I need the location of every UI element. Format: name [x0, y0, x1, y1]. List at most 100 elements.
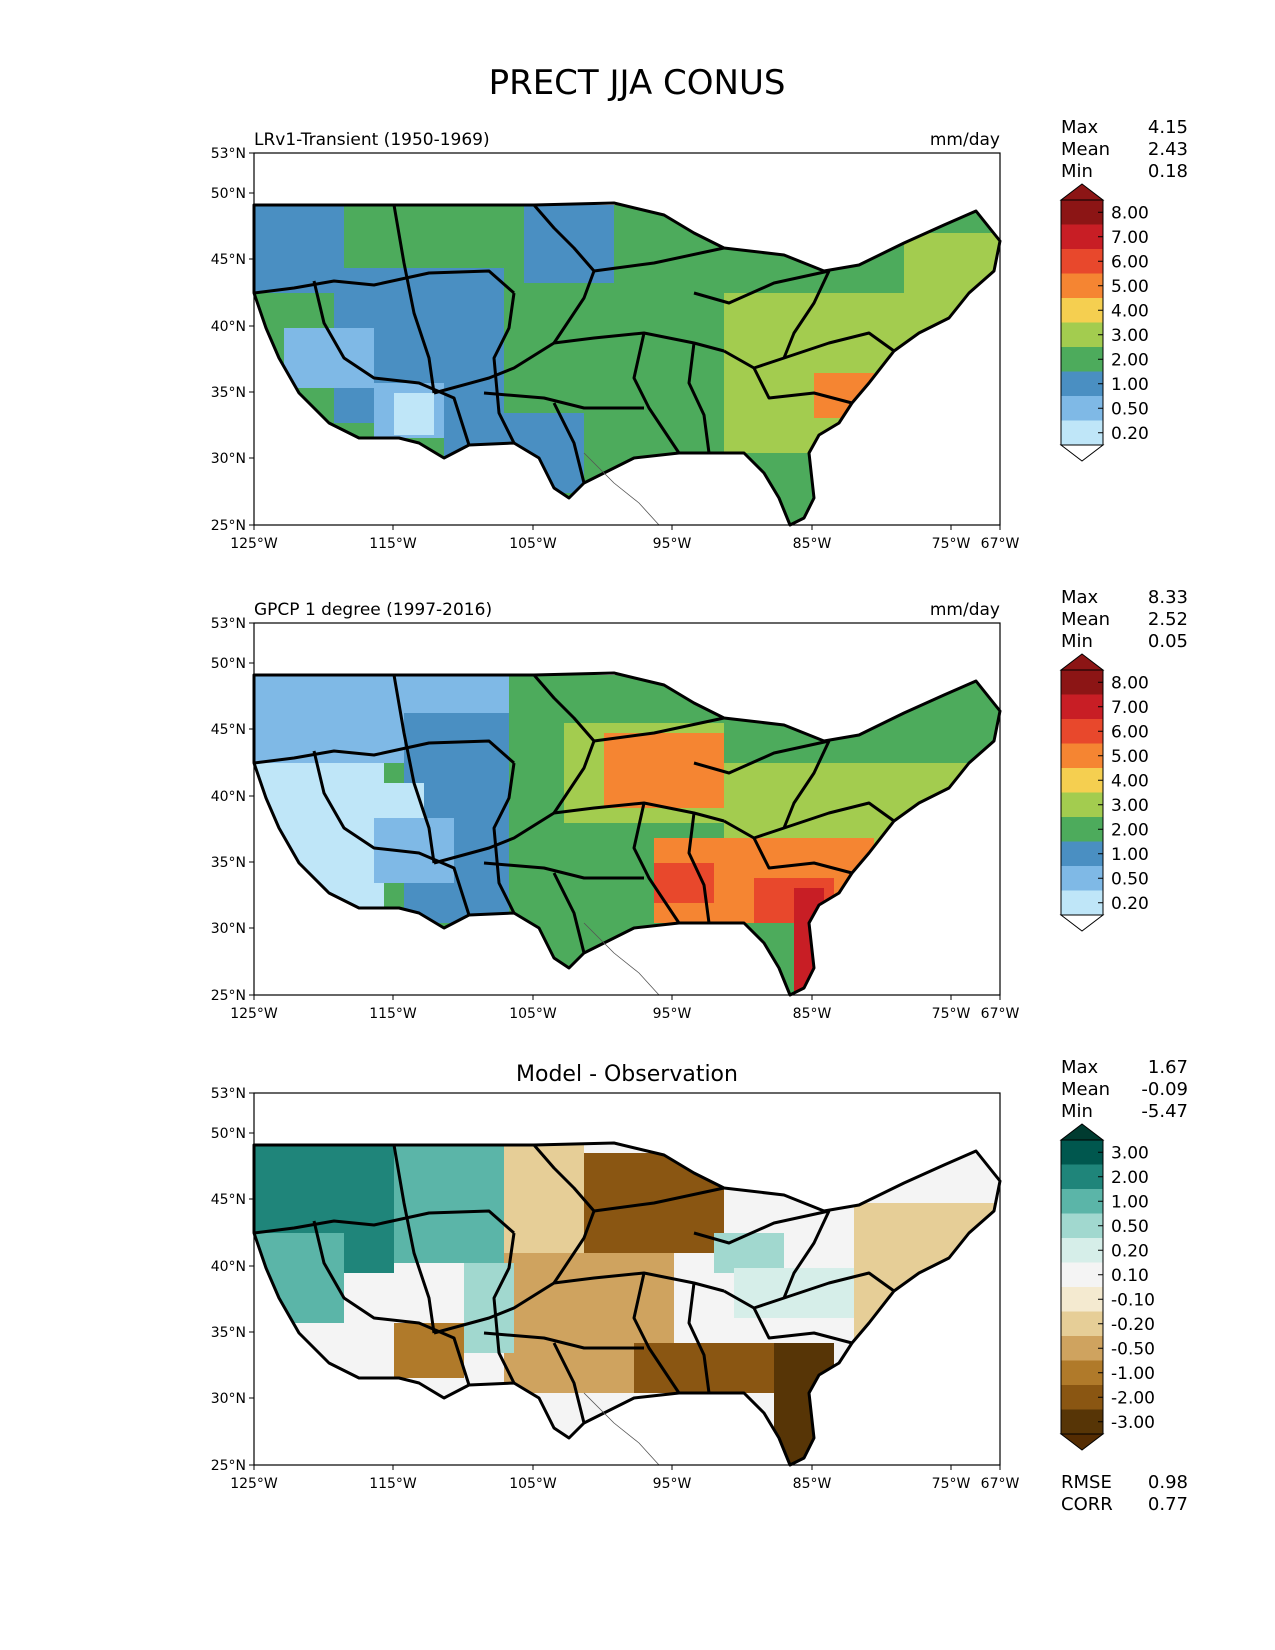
lon-tick-label: 115°W [369, 1006, 417, 1022]
colorbar-label: 7.00 [1111, 228, 1149, 248]
colorbar-frame [1060, 669, 1104, 916]
region-boundary [687, 342, 711, 454]
lat-tick-label: 40°N [211, 1259, 246, 1275]
region-boundary [392, 1144, 436, 1334]
region-boundary [552, 872, 586, 954]
region-boundary [392, 674, 436, 864]
map-field [254, 1145, 1000, 1465]
map-cell [254, 1233, 344, 1323]
stat-label: Mean [1061, 609, 1110, 630]
stat-value: 2.43 [1148, 139, 1188, 160]
colorbar-label: 0.50 [1111, 1217, 1149, 1237]
map-field [254, 205, 1000, 525]
region-boundary [752, 837, 853, 875]
colorbar-label: 0.10 [1111, 1266, 1149, 1286]
colorbar-label: 2.00 [1111, 1168, 1149, 1188]
colorbar-label: 0.50 [1111, 869, 1149, 889]
lat-tick-label: 45°N [211, 252, 246, 268]
lon-tick-label: 85°W [793, 1006, 832, 1022]
colorbar-label: 3.00 [1111, 796, 1149, 816]
region-boundary [632, 332, 681, 454]
stat-value: 8.33 [1148, 587, 1188, 608]
colorbar-bottom-cap [1059, 914, 1105, 932]
colorbar-label: -1.00 [1111, 1364, 1155, 1384]
colorbar-label: 6.00 [1111, 722, 1149, 742]
colorbar-label: -0.50 [1111, 1339, 1155, 1359]
panel-obs: 53°N 50°N 45°N 40°N 35°N 30°N 25°N 125°W 115°W 10… [211, 587, 1188, 1022]
lon-tick-label: 125°W [230, 1476, 278, 1492]
lon-tick-label: 105°W [509, 1476, 557, 1492]
colorbar-frame [1060, 1139, 1104, 1435]
region-boundary [483, 391, 644, 410]
region-boundary [693, 739, 830, 775]
stat-value: 0.05 [1148, 631, 1188, 652]
lat-tick-label: 50°N [211, 656, 246, 672]
region-boundary [752, 1307, 853, 1345]
colorbar-band [1061, 200, 1103, 225]
coastline-mexico [583, 922, 660, 996]
region-boundary [693, 269, 830, 305]
lon-tick-label: 105°W [509, 536, 557, 552]
lon-tick-label: 115°W [369, 536, 417, 552]
map-frame [253, 622, 1001, 996]
colorbar-band [1061, 371, 1103, 396]
colorbar-band [1061, 1262, 1103, 1287]
stat-value: 0.18 [1148, 161, 1188, 182]
stat-label: Mean [1061, 1079, 1110, 1100]
colorbar-frame [1060, 199, 1104, 446]
colorbar-band [1061, 792, 1103, 817]
lat-tick-label: 50°N [211, 1126, 246, 1142]
colorbar-label: 2.00 [1111, 820, 1149, 840]
region-boundary [723, 1271, 895, 1310]
region-boundary [593, 246, 725, 273]
lon-tick-label: 95°W [653, 536, 692, 552]
region-boundary [593, 1186, 725, 1213]
coastline-mexico [583, 1392, 660, 1466]
region-boundary [782, 740, 831, 829]
region-boundary [552, 1342, 586, 1424]
colorbar-band [1061, 224, 1103, 249]
colorbar-label: 7.00 [1111, 698, 1149, 718]
colorbar-band [1061, 298, 1103, 323]
colorbar-band [1061, 420, 1103, 445]
colorbar-label: 0.20 [1111, 424, 1149, 444]
region-boundary [532, 1144, 596, 1284]
panel-left-title: LRv1-Transient (1950-1969) [254, 130, 490, 150]
colorbar-label: 4.00 [1111, 771, 1149, 791]
region-boundary [492, 1232, 516, 1384]
colorbar-band [1061, 1140, 1103, 1165]
stat-label: Max [1061, 587, 1099, 608]
map-field [254, 675, 1000, 995]
map-cell [254, 205, 344, 293]
stat-value: -0.09 [1141, 1079, 1188, 1100]
lon-tick-label: 85°W [793, 1476, 832, 1492]
colorbar-band [1061, 1287, 1103, 1312]
map-cell [394, 393, 434, 435]
region-boundary [392, 204, 436, 394]
colorbar-band [1061, 1409, 1103, 1434]
colorbar-label: 8.00 [1111, 203, 1149, 223]
colorbar-label: 0.20 [1111, 1241, 1149, 1261]
region-boundary [312, 1220, 471, 1386]
colorbar-label: 0.20 [1111, 894, 1149, 914]
region-boundary [752, 367, 853, 405]
region-boundary [552, 402, 586, 484]
region-boundary [253, 739, 515, 765]
colorbar-label: 4.00 [1111, 301, 1149, 321]
lon-tick-label: 75°W [932, 1476, 971, 1492]
map-cell [394, 1145, 504, 1263]
lat-tick-label: 50°N [211, 186, 246, 202]
colorbar-band [1061, 817, 1103, 842]
colorbar-band [1061, 743, 1103, 768]
lon-tick-label: 115°W [369, 1476, 417, 1492]
stat-value: -5.47 [1141, 1101, 1188, 1122]
panel-diff: 53°N 50°N 45°N 40°N 35°N 30°N 25°N 125°W 115°W 10… [211, 1057, 1188, 1515]
lat-tick-label: 53°N [211, 1086, 246, 1102]
map-cell [464, 1263, 514, 1353]
colorbar-top-cap [1059, 653, 1105, 671]
lat-tick-label: 30°N [211, 921, 246, 937]
lon-tick-label: 125°W [230, 536, 278, 552]
colorbar-label: 5.00 [1111, 277, 1149, 297]
stat-label: Min [1061, 161, 1093, 182]
stat-label: Max [1061, 117, 1099, 138]
